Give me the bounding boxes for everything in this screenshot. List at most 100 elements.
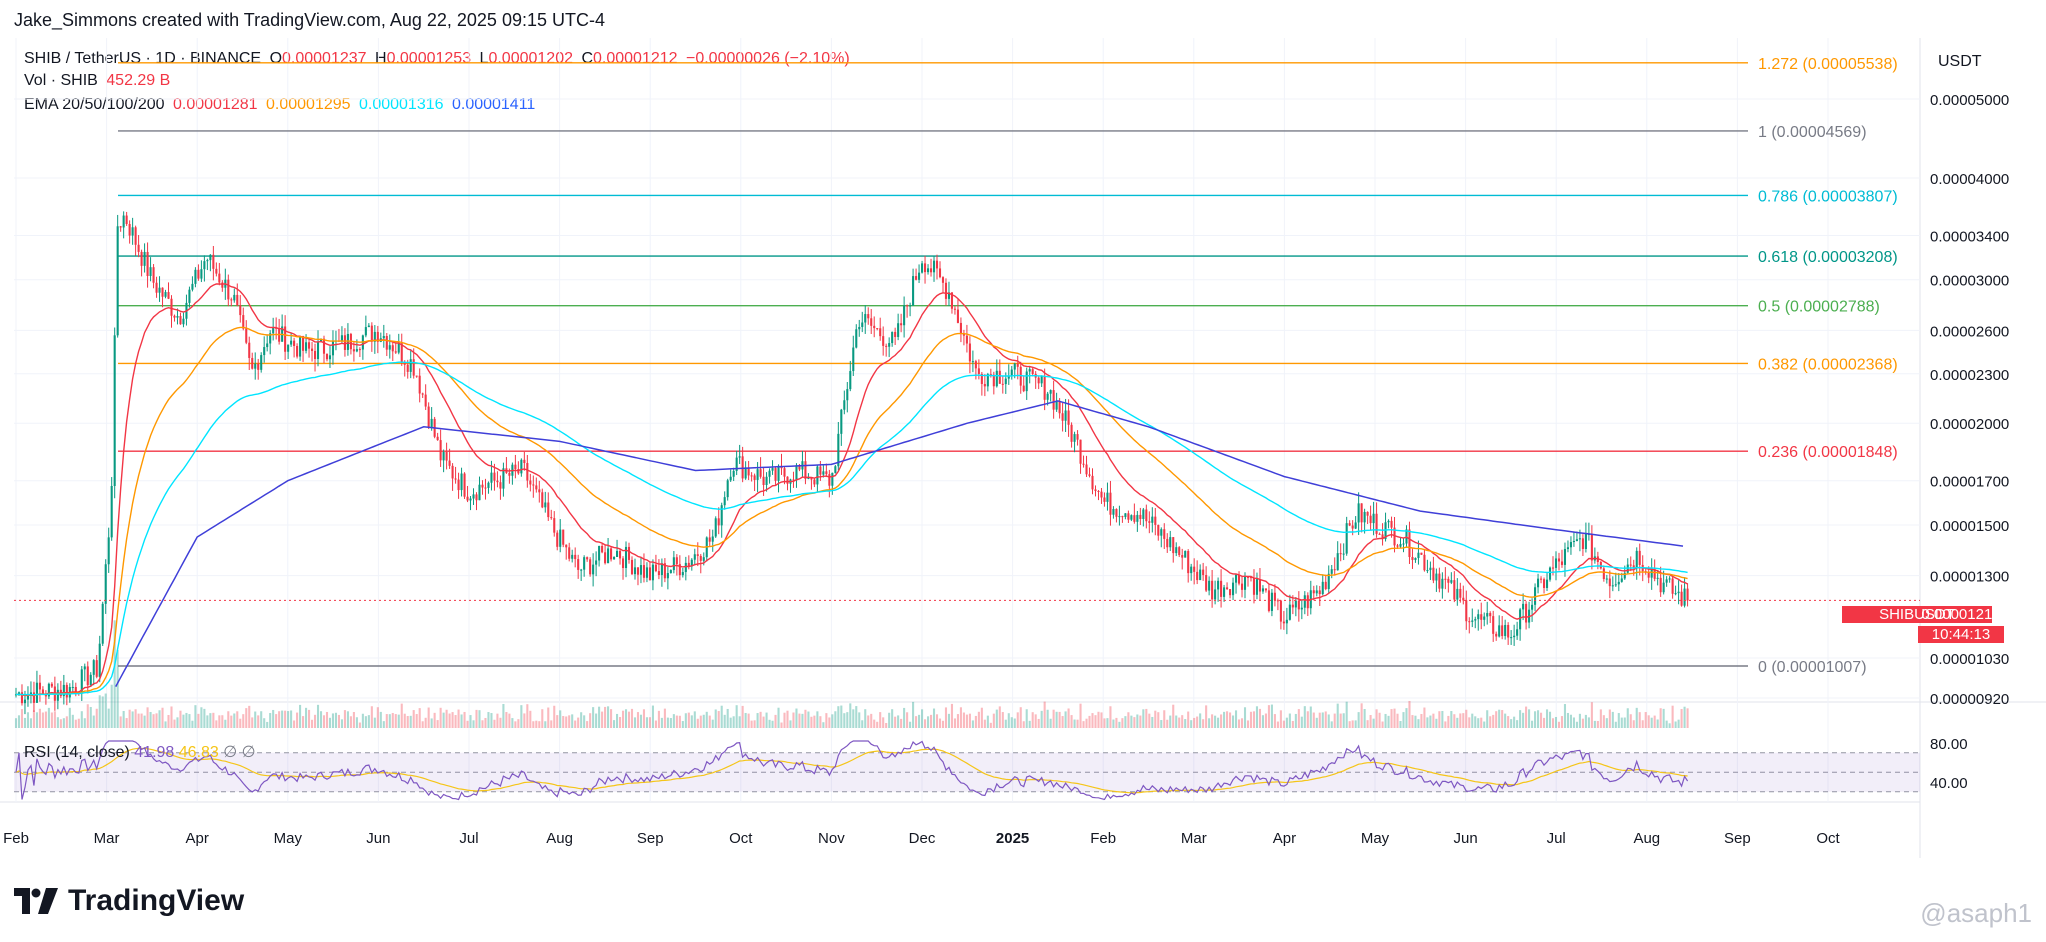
volume-bar <box>885 722 888 728</box>
candle-body <box>639 565 643 575</box>
time-tick-label: Feb <box>1090 830 1116 847</box>
time-tick-label: May <box>1361 830 1390 847</box>
volume-bar <box>394 714 397 728</box>
volume-bar <box>62 718 65 728</box>
candle-body <box>1148 521 1151 523</box>
volume-bar <box>1363 708 1366 728</box>
candle-body <box>786 476 789 484</box>
volume-bar <box>583 715 586 728</box>
ema-legend[interactable]: EMA 20/50/100/200 0.00001281 0.00001295 … <box>24 96 539 114</box>
volume-label: Vol · SHIB <box>24 72 98 89</box>
candle-body <box>460 473 463 491</box>
candle-body <box>1133 515 1136 522</box>
candle-body <box>1258 579 1262 592</box>
ema50-line[interactable] <box>15 326 1688 696</box>
candle-body <box>251 357 254 369</box>
volume-bar <box>1249 711 1253 728</box>
volume-bar <box>642 709 646 728</box>
price-chart[interactable]: 1.272 (0.00005538) 1 (0.00004569) 0.786 (0… <box>0 38 2046 858</box>
hidden-icon[interactable]: ∅ <box>241 744 256 761</box>
volume-bar <box>1318 712 1321 728</box>
candle-body <box>1007 375 1010 379</box>
volume-bar <box>660 717 663 728</box>
volume-bar <box>44 711 47 728</box>
time-tick-label: Apr <box>1273 830 1296 847</box>
volume-bar <box>1028 720 1031 728</box>
candle-body <box>469 498 472 501</box>
candle-body <box>1010 369 1013 376</box>
volume-bar <box>971 720 974 728</box>
candle-body <box>26 694 30 700</box>
price-tick-label: 0.00005000 <box>1930 92 2009 109</box>
ema200-line[interactable] <box>115 400 1684 687</box>
hidden-icon[interactable]: ∅ <box>223 744 238 761</box>
candle-body <box>1070 424 1073 442</box>
candle-body <box>867 314 870 319</box>
candle-body <box>1249 577 1253 579</box>
volume-bar <box>974 715 977 728</box>
candle-body <box>1160 529 1163 536</box>
volume-bar <box>1492 714 1495 728</box>
volume-bar <box>382 721 385 728</box>
candle-body <box>481 484 484 488</box>
volume-bar <box>191 720 194 728</box>
volume-bar <box>1013 718 1016 728</box>
candle-body <box>544 502 547 508</box>
volume-bar <box>870 713 873 728</box>
volume-bar <box>568 715 571 728</box>
volume-bar <box>1465 709 1468 728</box>
volume-bar <box>1190 720 1193 728</box>
candle-body <box>493 472 496 481</box>
price-axis[interactable]: 0.00005000 0.00004000 0.00003400 0.00003000… <box>1930 53 2009 792</box>
candle-body <box>1366 511 1369 516</box>
volume-bar <box>1252 711 1256 728</box>
candle-body <box>1073 434 1076 442</box>
volume-bar <box>753 720 756 728</box>
candle-body <box>310 348 314 351</box>
volume-bar <box>1435 718 1438 728</box>
candle-body <box>424 394 427 407</box>
candle-body <box>119 226 122 228</box>
candle-body <box>1267 590 1270 611</box>
tradingview-logo[interactable]: TradingView <box>14 884 244 918</box>
candle-body <box>430 418 433 428</box>
candle-body <box>1560 561 1564 565</box>
volume-bar <box>343 710 346 728</box>
volume-legend[interactable]: Vol · SHIB 452.29 B <box>24 72 174 90</box>
candle-body <box>116 226 119 336</box>
candle-body <box>418 375 421 394</box>
ema20-line[interactable] <box>15 283 1688 697</box>
candle-body <box>792 479 795 481</box>
volume-bar <box>29 718 32 728</box>
candle-body <box>1273 592 1276 601</box>
candle-body <box>1513 635 1516 638</box>
candle-body <box>547 502 550 518</box>
candle-body <box>627 546 631 560</box>
time-tick-label: Aug <box>546 830 573 847</box>
volume-bar <box>1157 712 1160 728</box>
candle-body <box>104 564 107 604</box>
candle-body <box>1163 529 1166 539</box>
time-axis[interactable]: Feb Mar Apr May Jun Jul Aug Sep Oct Nov Dec 2025 Feb… <box>3 830 1840 847</box>
currency-label[interactable]: USDT <box>1938 53 1982 70</box>
tradingview-logo-icon <box>14 888 58 914</box>
time-tick-label: Jul <box>459 830 478 847</box>
fib-retracement-levels[interactable]: 1.272 (0.00005538) 1 (0.00004569) 0.786 (0… <box>118 56 1898 676</box>
volume-bar <box>897 715 900 728</box>
volume-bar <box>1545 709 1549 728</box>
candle-body <box>1545 579 1549 588</box>
rsi-legend[interactable]: RSI (14, close) 41.98 46.83 ∅ ∅ <box>24 742 256 762</box>
volume-bar <box>1232 715 1235 728</box>
volume-bar <box>765 712 768 728</box>
ema100-line[interactable] <box>15 361 1688 696</box>
volume-bar <box>505 712 508 728</box>
candle-body <box>553 518 556 533</box>
candle-body <box>1632 565 1635 569</box>
volume-bar <box>1088 715 1091 728</box>
candle-body <box>891 331 894 344</box>
volume-bar <box>1217 717 1220 728</box>
volume-bar <box>508 713 511 728</box>
volume-bar <box>657 710 660 728</box>
candle-body <box>421 393 424 395</box>
volume-bar <box>711 719 714 728</box>
